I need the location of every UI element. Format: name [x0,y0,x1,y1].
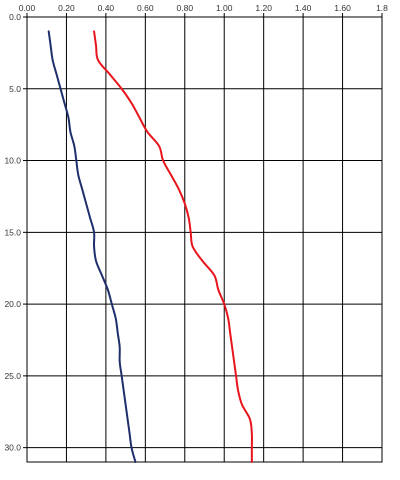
x-tick-label: 1.60 [334,3,351,13]
x-tick-label: 1.20 [255,3,272,13]
x-tick-label: 0.60 [137,3,154,13]
y-tick-label: 10.0 [4,156,21,166]
series-line-2 [93,30,253,463]
y-tick-label: 25.0 [4,371,21,381]
x-tick-label: 0.40 [98,3,115,13]
x-tick-label: 0.80 [177,3,194,13]
series-line-1 [47,30,137,463]
y-tick-label: 15.0 [4,227,21,237]
y-tick-label: 30.0 [4,443,21,453]
x-tick-label: 0.00 [19,3,36,13]
x-tick-label: 1.00 [216,3,233,13]
y-tick-label: 0.0 [9,12,21,22]
y-tick-label: 5.0 [9,84,21,94]
y-tick-label: 20.0 [4,299,21,309]
plot-area [27,17,382,462]
x-tick-label: 1.40 [295,3,312,13]
x-tick-label: 0.20 [58,3,75,13]
plot-border [26,16,383,463]
x-tick-label: 1.8 [376,3,388,13]
